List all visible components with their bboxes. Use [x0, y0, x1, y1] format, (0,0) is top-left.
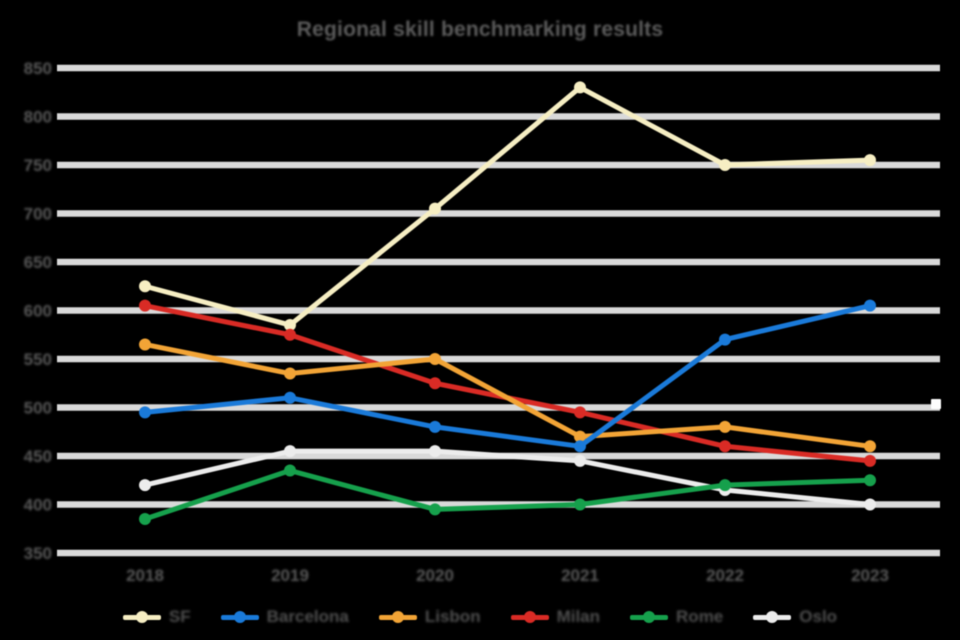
data-point-oslo [284, 445, 296, 458]
legend-swatch-icon [753, 611, 792, 623]
series-line-sf [142, 84, 873, 328]
legend-label: Oslo [799, 607, 838, 626]
data-point-lisbon [429, 353, 441, 365]
legend-marker-icon [523, 611, 536, 623]
data-point-milan [864, 454, 876, 467]
legend-marker-icon [766, 611, 779, 623]
legend-swatch-icon [220, 611, 259, 623]
data-point-rome [284, 464, 296, 477]
data-point-rome [429, 503, 441, 516]
data-point-barcelona [139, 406, 151, 419]
data-point-milan [574, 406, 586, 419]
data-point-lisbon [864, 440, 876, 453]
series-line-oslo [142, 448, 873, 507]
legend-swatch-icon [630, 611, 669, 623]
x-tick-label: 2022 [706, 566, 744, 585]
legend-label: Barcelona [266, 607, 349, 626]
y-tick-label: 450 [24, 447, 52, 466]
y-tick-label: 650 [24, 253, 52, 272]
y-tick-label: 750 [24, 156, 52, 175]
legend-marker-icon [391, 611, 404, 623]
data-point-oslo [139, 479, 151, 492]
x-tick-label: 2021 [561, 566, 599, 585]
legend-swatch-icon [378, 611, 417, 623]
data-point-barcelona [429, 420, 441, 433]
data-point-rome [574, 498, 586, 511]
legend-marker-icon [233, 611, 246, 623]
data-point-milan [284, 328, 296, 341]
data-point-sf [139, 280, 151, 293]
data-point-oslo [574, 454, 586, 467]
legend-item-oslo: Oslo [753, 607, 837, 627]
data-point-sf [864, 154, 876, 167]
data-point-oslo [429, 445, 441, 458]
y-tick-label: 350 [24, 544, 52, 563]
legend-swatch-icon [122, 611, 161, 623]
legend-item-sf: SF [122, 607, 191, 627]
data-point-barcelona [719, 333, 731, 346]
data-point-milan [139, 299, 151, 312]
chart-legend: SF Barcelona Lisbon Milan Rome Oslo [0, 607, 960, 627]
legend-label: SF [168, 607, 191, 626]
data-point-lisbon [574, 430, 586, 443]
series-line-lisbon [142, 341, 873, 449]
x-tick-label: 2020 [416, 566, 454, 585]
y-tick-label: 550 [24, 350, 52, 369]
data-point-sf [284, 319, 296, 332]
data-point-sf [574, 81, 586, 94]
data-point-rome [719, 479, 731, 492]
y-tick-label: 800 [24, 108, 52, 127]
legend-item-lisbon: Lisbon [378, 607, 481, 627]
series-line-rome [142, 468, 873, 522]
x-tick-label: 2018 [126, 566, 164, 585]
legend-marker-icon [643, 611, 656, 623]
data-point-lisbon [284, 367, 296, 380]
legend-label: Lisbon [424, 607, 481, 626]
y-tick-label: 500 [24, 399, 52, 418]
y-tick-label: 850 [24, 59, 52, 78]
legend-item-barcelona: Barcelona [220, 607, 349, 627]
data-point-sf [429, 202, 441, 215]
legend-item-rome: Rome [630, 607, 723, 627]
data-point-rome [864, 474, 876, 487]
data-point-lisbon [139, 338, 151, 351]
data-point-rome [139, 513, 151, 526]
data-point-sf [719, 159, 731, 171]
chart-title: Regional skill benchmarking results [296, 18, 664, 41]
data-point-oslo [864, 498, 876, 511]
data-point-milan [719, 440, 731, 453]
legend-label: Milan [556, 607, 601, 626]
data-point-milan [429, 377, 441, 390]
y-tick-label: 600 [24, 302, 52, 321]
y-tick-label: 700 [24, 205, 52, 224]
data-point-lisbon [719, 420, 731, 433]
y-tick-label: 400 [24, 496, 52, 515]
legend-swatch-icon [510, 611, 549, 623]
legend-label: Rome [676, 607, 724, 626]
x-tick-label: 2019 [271, 566, 309, 585]
data-point-barcelona [574, 440, 586, 453]
data-point-barcelona [864, 299, 876, 312]
data-point-barcelona [284, 391, 296, 404]
legend-item-milan: Milan [510, 607, 601, 627]
legend-marker-icon [135, 611, 148, 623]
series-line-barcelona [142, 303, 873, 449]
cursor-artifact [931, 399, 941, 409]
x-tick-label: 2023 [851, 566, 889, 585]
